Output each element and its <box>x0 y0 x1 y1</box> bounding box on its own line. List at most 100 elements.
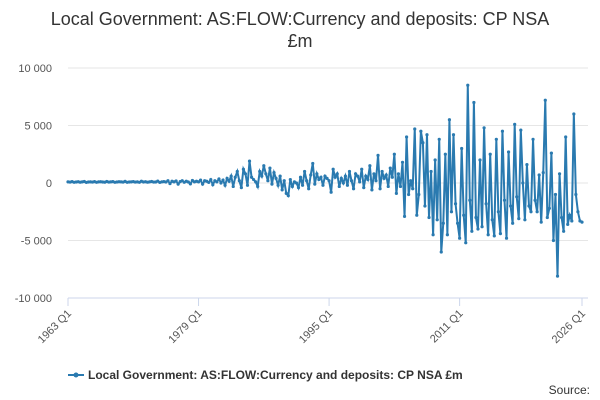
data-point <box>547 206 551 210</box>
data-point <box>337 184 341 189</box>
data-point <box>411 187 415 191</box>
data-point <box>529 210 533 214</box>
data-point <box>207 180 211 185</box>
data-point <box>545 215 549 220</box>
data-point <box>296 186 301 190</box>
data-point <box>366 177 370 182</box>
x-tick-label: 1979 Q1 <box>166 308 204 346</box>
data-point <box>386 184 390 189</box>
data-point <box>217 177 221 181</box>
data-point <box>315 172 319 176</box>
data-point <box>303 169 307 174</box>
data-point <box>447 118 452 122</box>
data-point <box>533 198 537 202</box>
data-point <box>270 182 274 186</box>
data-point <box>221 178 225 182</box>
y-tick-label: 0 <box>46 178 52 190</box>
data-point <box>168 181 172 186</box>
data-point <box>539 220 543 224</box>
data-point <box>413 127 417 131</box>
data-point <box>300 183 305 187</box>
data-point <box>441 221 445 225</box>
data-point <box>453 202 458 206</box>
y-tick-label: -10 000 <box>15 293 52 305</box>
data-point <box>258 169 262 174</box>
x-tick-label: 2026 Q1 <box>550 308 588 346</box>
data-point <box>276 183 280 187</box>
data-point <box>429 169 433 174</box>
data-point <box>574 192 578 197</box>
data-point <box>402 214 407 218</box>
data-point <box>427 215 431 220</box>
data-point <box>174 179 178 183</box>
data-point <box>378 187 382 191</box>
data-point <box>398 184 403 189</box>
data-point <box>486 233 490 237</box>
data-point <box>335 172 339 176</box>
data-point <box>280 188 284 192</box>
data-point <box>268 166 272 170</box>
data-point <box>549 151 554 155</box>
data-point <box>470 229 474 233</box>
data-point <box>396 172 401 176</box>
data-point <box>370 188 374 192</box>
data-point <box>284 191 288 195</box>
data-point <box>458 236 462 240</box>
data-point <box>241 167 246 171</box>
data-point <box>362 186 366 190</box>
x-tick-label: 1995 Q1 <box>297 308 335 346</box>
data-point <box>555 274 560 278</box>
data-point <box>368 164 372 168</box>
data-point <box>576 210 580 214</box>
data-point <box>227 179 231 183</box>
data-point <box>388 166 392 170</box>
data-point <box>325 176 329 180</box>
data-point <box>455 221 460 225</box>
data-point <box>421 141 425 145</box>
data-point <box>339 176 343 180</box>
data-point <box>511 221 515 225</box>
data-point <box>517 217 521 221</box>
data-point <box>166 179 170 183</box>
data-point <box>464 241 468 245</box>
data-point <box>492 234 496 238</box>
data-point <box>415 213 419 217</box>
data-point <box>560 215 564 220</box>
data-point <box>390 175 394 179</box>
data-point <box>262 164 266 168</box>
data-point <box>572 112 576 116</box>
data-point <box>260 174 264 178</box>
data-point <box>235 169 239 174</box>
data-point <box>490 218 494 222</box>
data-point <box>219 181 223 185</box>
data-point <box>570 219 574 223</box>
data-point <box>419 129 423 133</box>
data-point <box>541 171 545 175</box>
data-point <box>321 183 325 187</box>
data-point <box>482 126 486 130</box>
data-point <box>223 183 227 187</box>
data-point <box>407 192 411 197</box>
data-point <box>449 210 454 214</box>
data-point <box>329 190 333 194</box>
data-point <box>400 160 405 164</box>
data-point <box>384 173 388 177</box>
data-point <box>537 173 541 177</box>
data-point <box>443 152 447 156</box>
data-point <box>404 135 409 139</box>
data-point <box>476 227 480 231</box>
data-point <box>176 182 180 186</box>
data-point <box>233 175 237 179</box>
data-point <box>256 184 260 189</box>
data-point <box>376 153 380 157</box>
data-point <box>423 204 427 208</box>
data-point <box>215 180 219 184</box>
data-point <box>294 181 299 185</box>
data-point <box>237 179 241 183</box>
data-point <box>247 159 252 163</box>
data-point <box>472 100 476 105</box>
data-point <box>231 184 235 189</box>
data-point <box>521 181 525 185</box>
